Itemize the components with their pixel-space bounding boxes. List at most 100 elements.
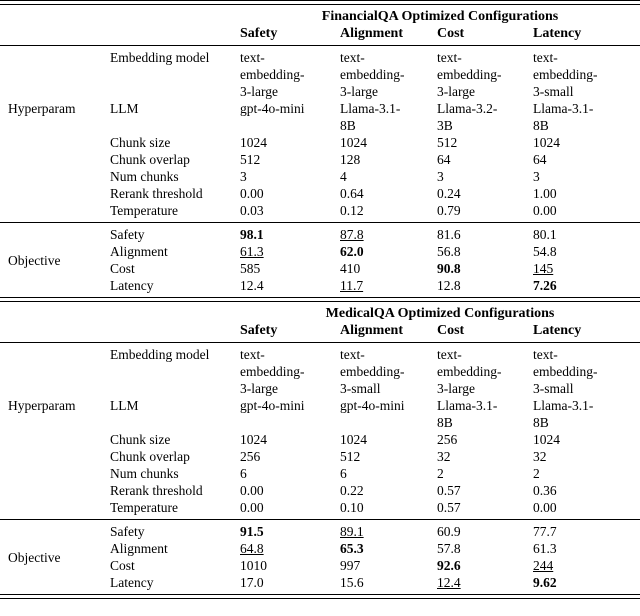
- table-row-objective-safety: Safety 98.1 87.8 81.6 80.1: [110, 226, 640, 243]
- table-row-chunk-size: Chunk size 1024 1024 512 1024: [110, 134, 640, 151]
- objective-name: Latency: [110, 575, 154, 590]
- group-label-hyperparam: Hyperparam: [8, 101, 76, 116]
- table-separator-double-rule: [0, 297, 640, 302]
- param-value: 0.57: [437, 483, 461, 498]
- header-rule: [0, 342, 640, 343]
- section-rule: [0, 519, 640, 520]
- column-header-safety: Safety: [240, 26, 278, 41]
- param-value: 0.00: [240, 186, 264, 201]
- table-row-chunk-overlap: Chunk overlap 256 512 32 32: [110, 448, 640, 465]
- param-value: 32: [437, 449, 451, 464]
- objective-value: 12.4: [437, 575, 461, 590]
- param-name: LLM: [110, 101, 139, 116]
- objective-value: 81.6: [437, 227, 461, 242]
- objective-value: 145: [533, 261, 554, 276]
- param-name: Temperature: [110, 203, 179, 218]
- param-value: text- embedding- 3-large: [340, 50, 405, 99]
- objective-value: 54.8: [533, 244, 557, 259]
- param-value: 1024: [340, 135, 367, 150]
- group-column: Hyperparam: [8, 49, 110, 219]
- param-value: 0.00: [533, 203, 557, 218]
- title-spacer: [8, 305, 240, 322]
- param-value: 256: [240, 449, 261, 464]
- param-value: text- embedding- 3-small: [340, 347, 405, 396]
- param-value: 1024: [533, 432, 560, 447]
- table-title-row: MedicalQA Optimized Configurations: [0, 302, 640, 322]
- objective-name: Cost: [110, 558, 135, 573]
- objective-name: Safety: [110, 524, 145, 539]
- param-name: Temperature: [110, 500, 179, 515]
- column-header-alignment: Alignment: [340, 26, 403, 41]
- param-value: 0.79: [437, 203, 461, 218]
- param-value: text- embedding- 3-small: [533, 347, 598, 396]
- param-value: 3: [437, 169, 444, 184]
- column-header-row: Safety Alignment Cost Latency: [0, 25, 640, 45]
- param-value: 4: [340, 169, 347, 184]
- objective-value: 9.62: [533, 575, 557, 590]
- objective-section: Objective Safety 91.5 89.1 60.9 77.7 Ali…: [0, 520, 640, 594]
- param-value: 32: [533, 449, 547, 464]
- param-value: 512: [437, 135, 458, 150]
- objective-rows: Safety 91.5 89.1 60.9 77.7 Alignment 64.…: [110, 523, 640, 591]
- objective-value: 98.1: [240, 227, 264, 242]
- financialqa-table: FinancialQA Optimized Configurations Saf…: [0, 0, 640, 302]
- param-value: 512: [340, 449, 361, 464]
- hyperparam-rows: Embedding model text- embedding- 3-large…: [110, 49, 640, 219]
- header-spacer: [8, 25, 240, 42]
- section-rule: [0, 222, 640, 223]
- param-value: 128: [340, 152, 361, 167]
- param-name: Chunk overlap: [110, 152, 190, 167]
- objective-section: Objective Safety 98.1 87.8 81.6 80.1 Ali…: [0, 223, 640, 297]
- table-row-chunk-overlap: Chunk overlap 512 128 64 64: [110, 151, 640, 168]
- hyperparam-section: Hyperparam Embedding model text- embeddi…: [0, 343, 640, 519]
- param-value: gpt-4o-mini: [340, 398, 405, 413]
- param-value: Llama-3.1- 8B: [437, 398, 498, 430]
- param-name: Rerank threshold: [110, 186, 203, 201]
- group-label-hyperparam: Hyperparam: [8, 398, 76, 413]
- param-value: 64: [533, 152, 547, 167]
- group-column: Hyperparam: [8, 346, 110, 516]
- table-row-rerank-threshold: Rerank threshold 0.00 0.22 0.57 0.36: [110, 482, 640, 499]
- objective-value: 15.6: [340, 575, 364, 590]
- param-value: text- embedding- 3-large: [437, 347, 502, 396]
- param-value: 0.00: [533, 500, 557, 515]
- param-name: Chunk size: [110, 432, 171, 447]
- param-value: 3: [533, 169, 540, 184]
- table-row-objective-alignment: Alignment 61.3 62.0 56.8 54.8: [110, 243, 640, 260]
- objective-value: 64.8: [240, 541, 264, 556]
- objective-value: 1010: [240, 558, 267, 573]
- param-value: 0.36: [533, 483, 557, 498]
- table-row-objective-alignment: Alignment 64.8 65.3 57.8 61.3: [110, 540, 640, 557]
- objective-value: 11.7: [340, 278, 364, 293]
- group-label-objective: Objective: [8, 549, 61, 565]
- objective-value: 87.8: [340, 227, 364, 242]
- objective-name: Safety: [110, 227, 145, 242]
- header-rule: [0, 45, 640, 46]
- objective-value: 244: [533, 558, 554, 573]
- param-value: text- embedding- 3-large: [240, 347, 305, 396]
- objective-rows: Safety 98.1 87.8 81.6 80.1 Alignment 61.…: [110, 226, 640, 294]
- objective-value: 61.3: [240, 244, 264, 259]
- param-value: 1.00: [533, 186, 557, 201]
- objective-name: Cost: [110, 261, 135, 276]
- medicalqa-table: MedicalQA Optimized Configurations Safet…: [0, 302, 640, 599]
- column-header-cost: Cost: [437, 26, 465, 41]
- param-value: 256: [437, 432, 458, 447]
- objective-value: 65.3: [340, 541, 364, 556]
- title-spacer: [8, 8, 240, 25]
- param-value: 0.03: [240, 203, 264, 218]
- table-row-embedding-model: Embedding model text- embedding- 3-large…: [110, 346, 640, 397]
- param-name: Embedding model: [110, 347, 210, 362]
- param-value: 0.22: [340, 483, 364, 498]
- param-value: 2: [533, 466, 540, 481]
- objective-value: 12.8: [437, 278, 461, 293]
- param-value: 0.10: [340, 500, 364, 515]
- param-value: gpt-4o-mini: [240, 101, 305, 116]
- hyperparam-section: Hyperparam Embedding model text- embeddi…: [0, 46, 640, 222]
- group-column: Objective: [8, 523, 110, 591]
- param-name: Chunk size: [110, 135, 171, 150]
- param-value: 0.57: [437, 500, 461, 515]
- table-row-objective-safety: Safety 91.5 89.1 60.9 77.7: [110, 523, 640, 540]
- param-name: Embedding model: [110, 50, 210, 65]
- column-header-latency: Latency: [533, 323, 582, 338]
